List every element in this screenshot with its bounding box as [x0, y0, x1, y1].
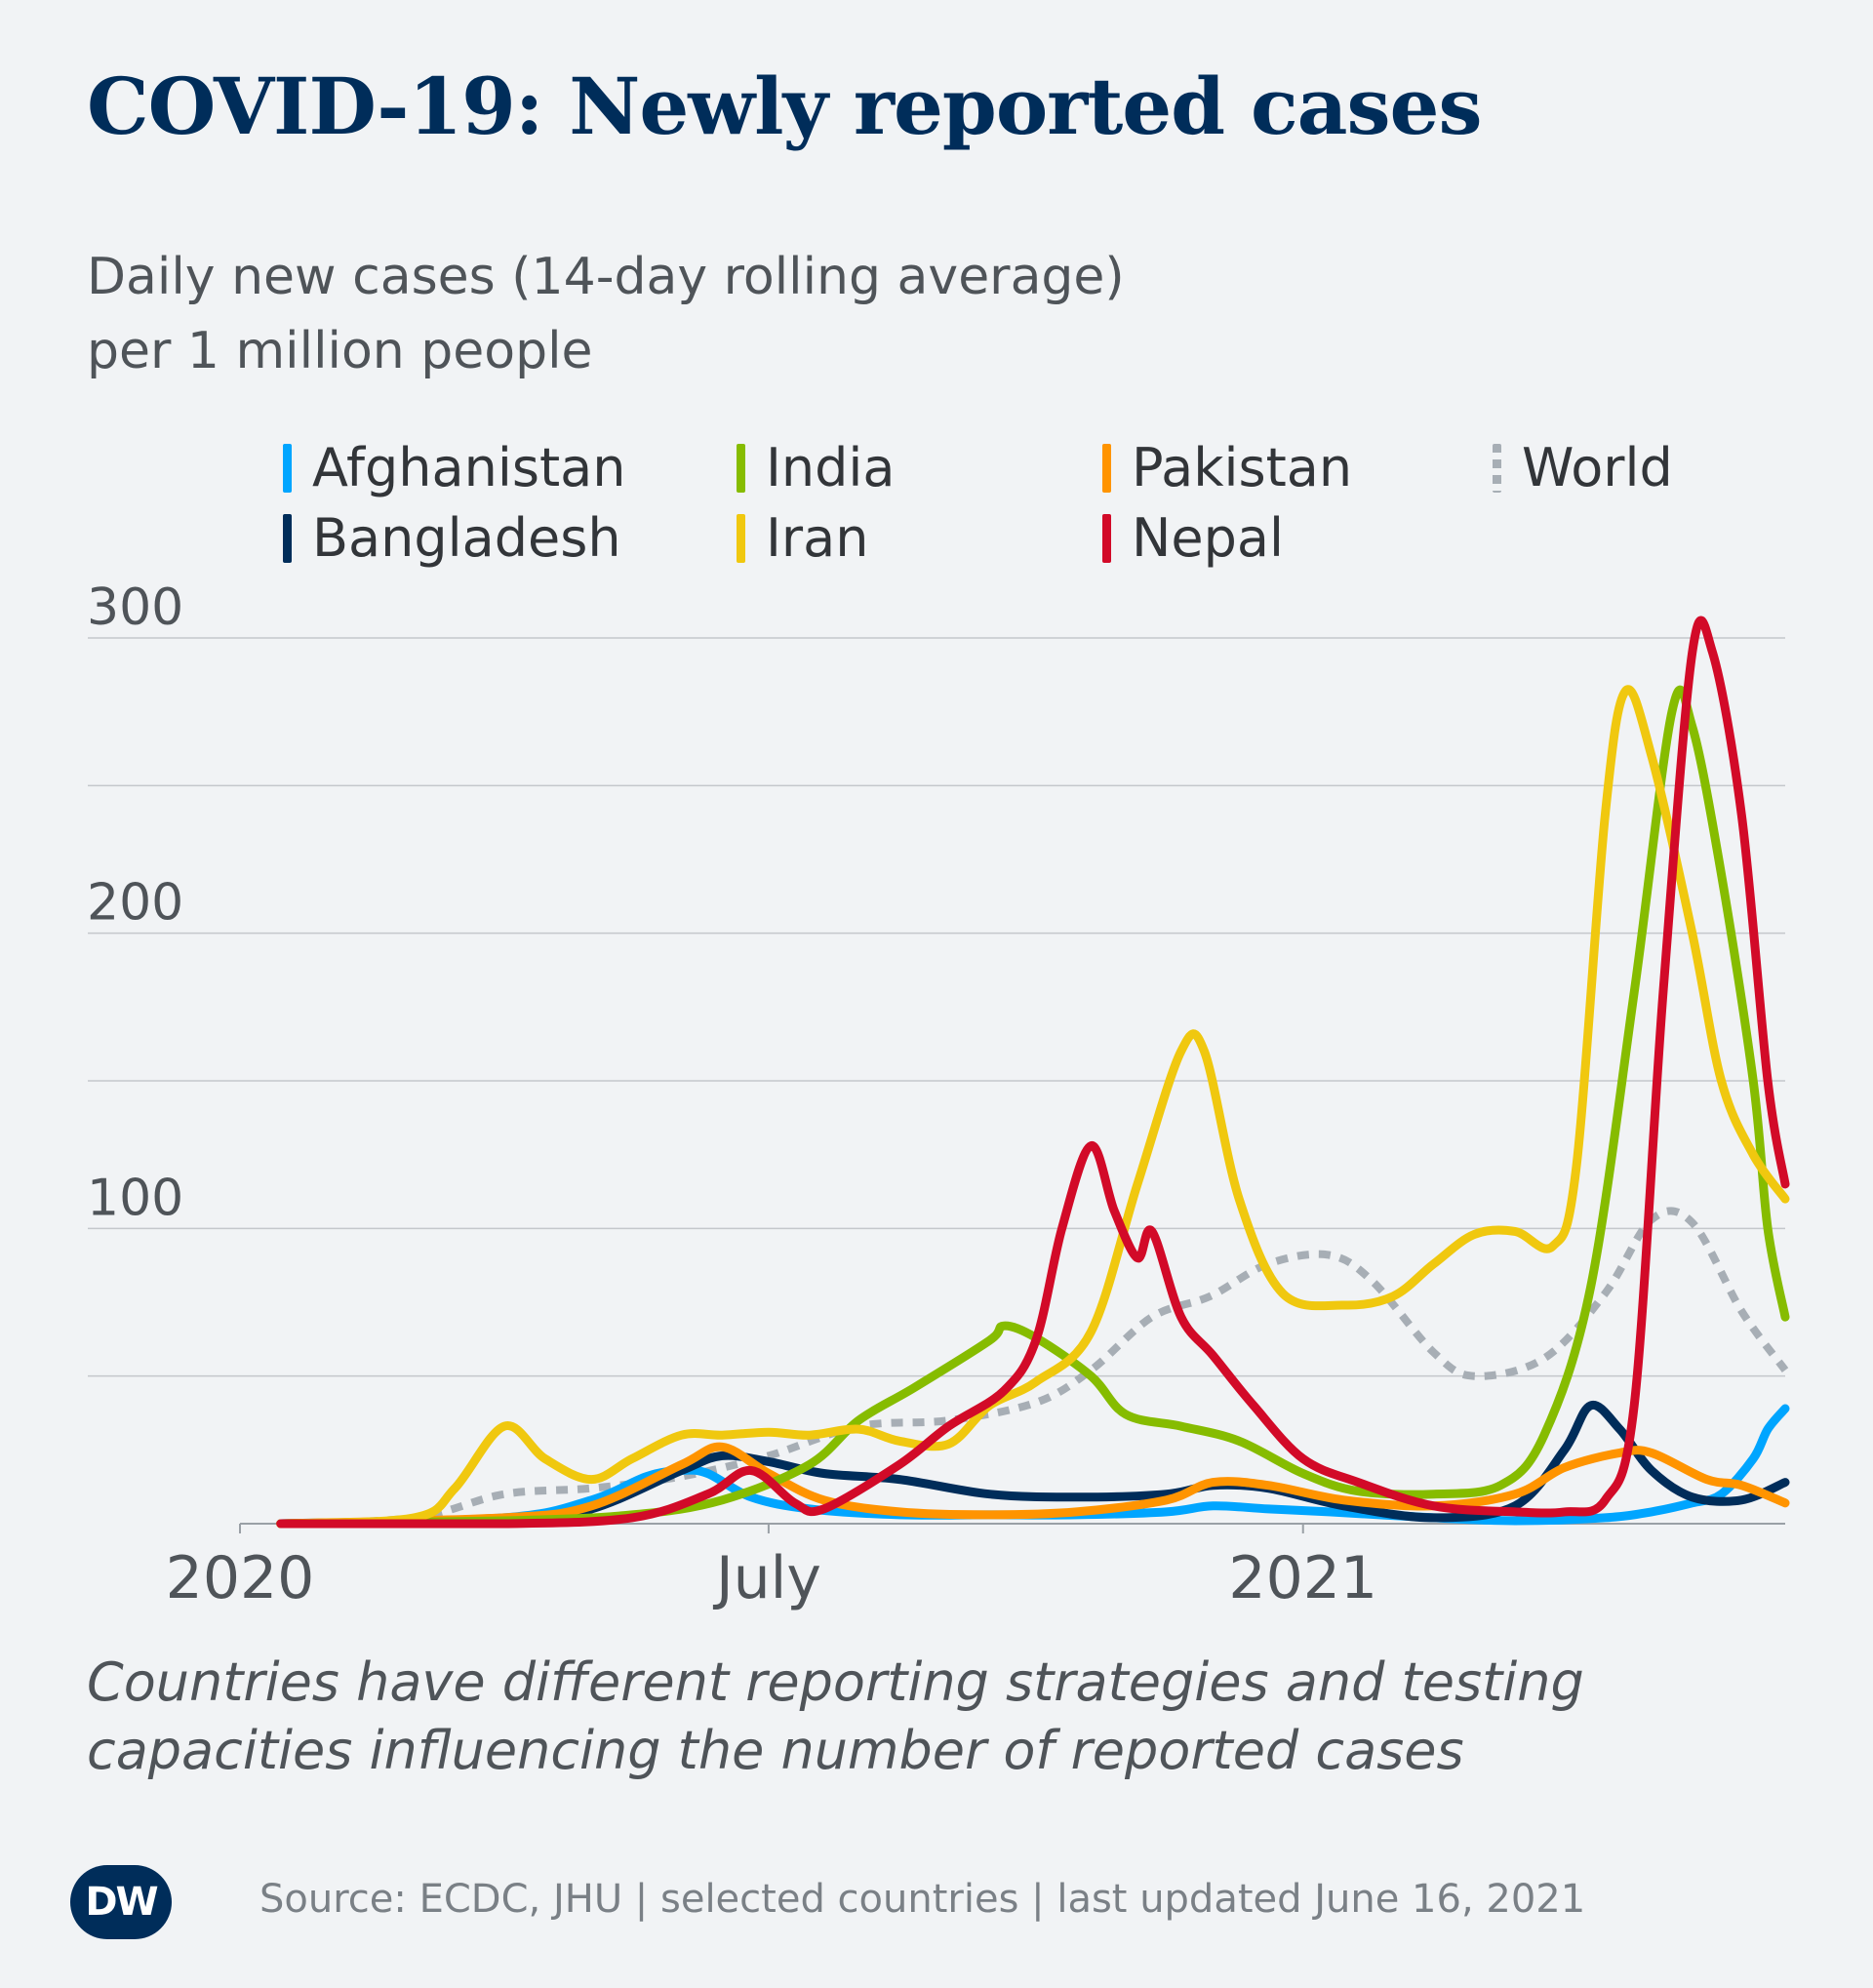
x-tick-label: 2021: [1228, 1544, 1377, 1612]
legend-item-iran: Iran: [737, 507, 868, 569]
legend-item-world: World: [1493, 437, 1673, 498]
legend-item-india: India: [737, 437, 896, 498]
x-tick-label: 2020: [166, 1544, 315, 1612]
legend-swatch-iran: [737, 513, 745, 563]
subtitle-line-2: per 1 million people: [87, 322, 593, 380]
legend-item-bangladesh: Bangladesh: [283, 507, 621, 569]
legend-label-bangladesh: Bangladesh: [312, 507, 621, 569]
legend-label-india: India: [766, 437, 896, 498]
legend-swatch-afghanistan: [283, 443, 292, 493]
legend: Afghanistan Bangladesh India Iran Pakist…: [283, 437, 1746, 583]
legend-label-nepal: Nepal: [1132, 507, 1284, 569]
x-tick-label: July: [712, 1544, 821, 1612]
series-line-iran: [276, 685, 1790, 1529]
subtitle-line-1: Daily new cases (14-day rolling average): [87, 248, 1125, 306]
legend-swatch-bangladesh: [283, 513, 292, 563]
note-line-2: capacities influencing the number of rep…: [87, 1720, 1464, 1781]
legend-label-pakistan: Pakistan: [1132, 437, 1353, 498]
chart-title: COVID-19: Newly reported cases: [87, 60, 1482, 152]
legend-item-nepal: Nepal: [1102, 507, 1284, 569]
series-line-pakistan: [276, 1442, 1790, 1529]
y-tick-label: 200: [87, 874, 183, 933]
chart-note: Countries have different reporting strat…: [87, 1649, 1584, 1785]
legend-swatch-india: [737, 443, 745, 493]
legend-label-world: World: [1522, 437, 1673, 498]
series-line-india: [276, 685, 1790, 1529]
legend-label-afghanistan: Afghanistan: [312, 437, 626, 498]
legend-swatch-world: [1493, 443, 1501, 493]
legend-swatch-nepal: [1102, 513, 1111, 563]
series-line-nepal: [276, 616, 1790, 1529]
source-line: Source: ECDC, JHU | selected countries |…: [259, 1877, 1586, 1922]
note-line-1: Countries have different reporting strat…: [87, 1651, 1584, 1713]
legend-item-pakistan: Pakistan: [1102, 437, 1352, 498]
legend-swatch-pakistan: [1102, 443, 1111, 493]
chart-subtitle: Daily new cases (14-day rolling average)…: [87, 240, 1125, 388]
y-tick-label: 100: [87, 1169, 183, 1227]
y-tick-label: 300: [87, 578, 183, 637]
dw-logo: DW: [70, 1865, 172, 1939]
legend-label-iran: Iran: [766, 507, 869, 569]
legend-item-afghanistan: Afghanistan: [283, 437, 625, 498]
series-line-world: [280, 1207, 1789, 1528]
